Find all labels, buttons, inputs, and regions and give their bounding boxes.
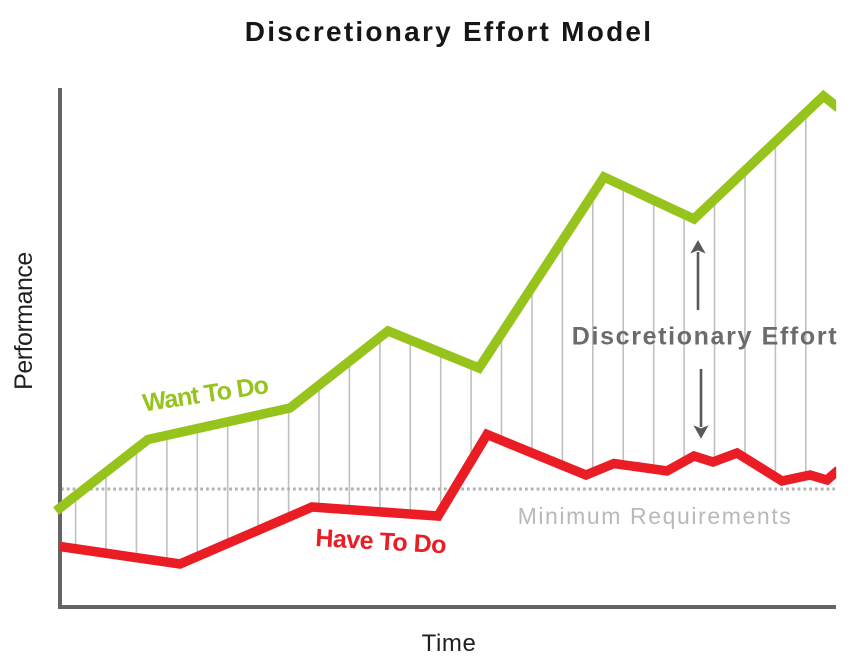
svg-text:Performance: Performance — [10, 252, 38, 390]
svg-text:Discretionary Effort: Discretionary Effort — [572, 323, 838, 351]
svg-text:Minimum Requirements: Minimum Requirements — [518, 503, 793, 529]
svg-text:Discretionary Effort Model: Discretionary Effort Model — [245, 16, 654, 47]
svg-text:Time: Time — [422, 630, 477, 657]
